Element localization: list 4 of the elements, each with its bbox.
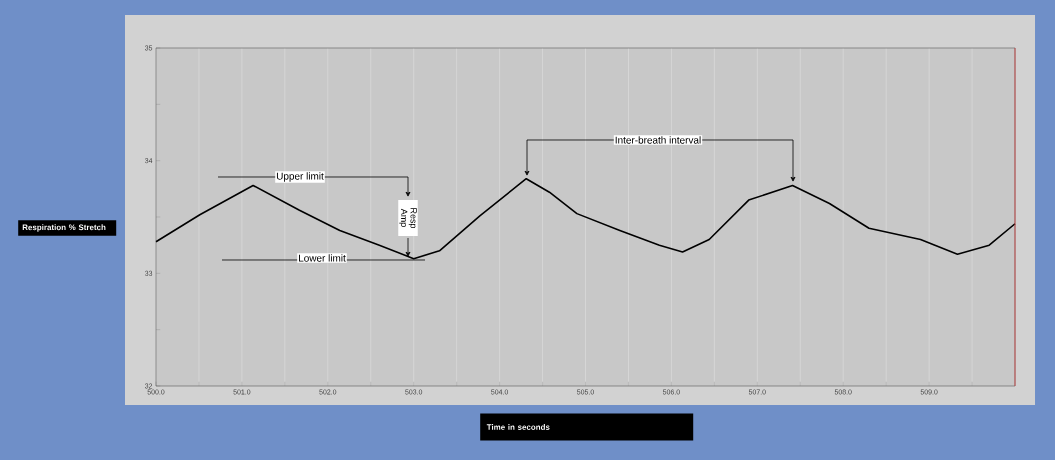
annotation: Inter-breath interval bbox=[615, 136, 701, 144]
annotation: Lower limit bbox=[299, 254, 346, 262]
annotation: Upper limit bbox=[276, 172, 324, 182]
annotation: Resp Amp bbox=[399, 208, 417, 229]
